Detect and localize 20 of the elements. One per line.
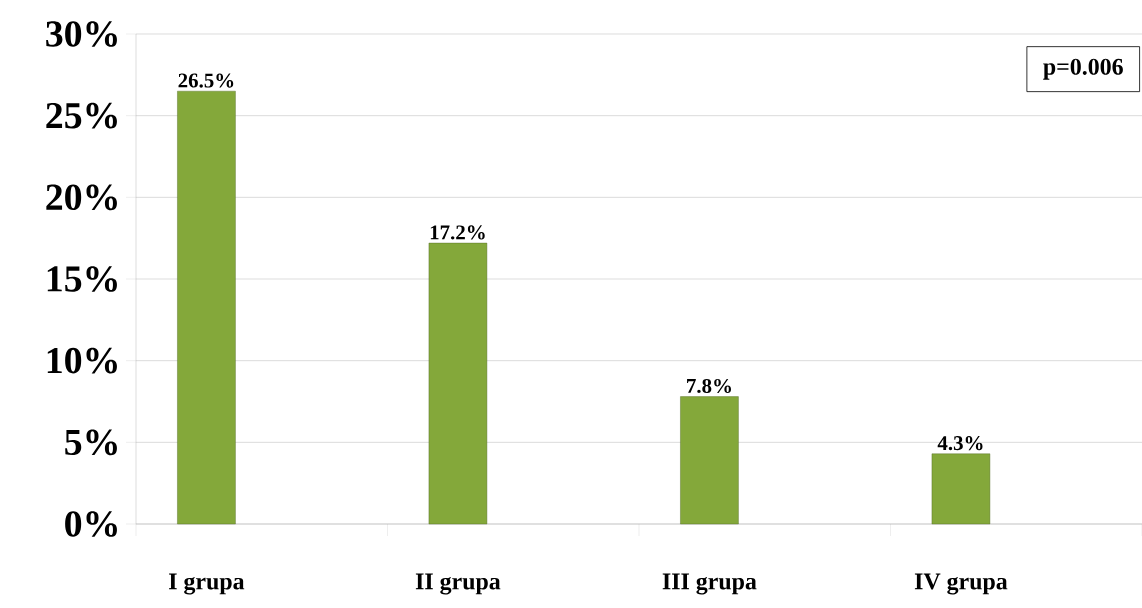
y-tick-label: 0%	[65, 511, 117, 537]
data-label: 17.2%	[430, 225, 485, 240]
y-tick-label: 15%	[47, 266, 117, 292]
bar	[931, 453, 991, 525]
data-label: 7.8%	[687, 378, 731, 394]
data-label: 26.5%	[178, 73, 234, 88]
y-tick-label: 30%	[46, 21, 117, 47]
annotation: p=0.006	[1043, 58, 1123, 80]
bar	[680, 396, 739, 525]
bar	[428, 242, 488, 525]
y-tick-label: 10%	[47, 347, 117, 374]
y-tick-label: 5%	[65, 429, 117, 456]
y-tick-label: 25%	[46, 102, 117, 129]
x-tick-label: III grupa	[662, 573, 757, 595]
bar	[177, 90, 236, 525]
x-tick-label: I grupa	[169, 573, 245, 595]
y-tick-label: 20%	[46, 184, 117, 211]
data-label: 4.3%	[937, 436, 983, 451]
x-tick-label: IV grupa	[914, 573, 1008, 595]
x-tick-label: II grupa	[415, 573, 501, 595]
